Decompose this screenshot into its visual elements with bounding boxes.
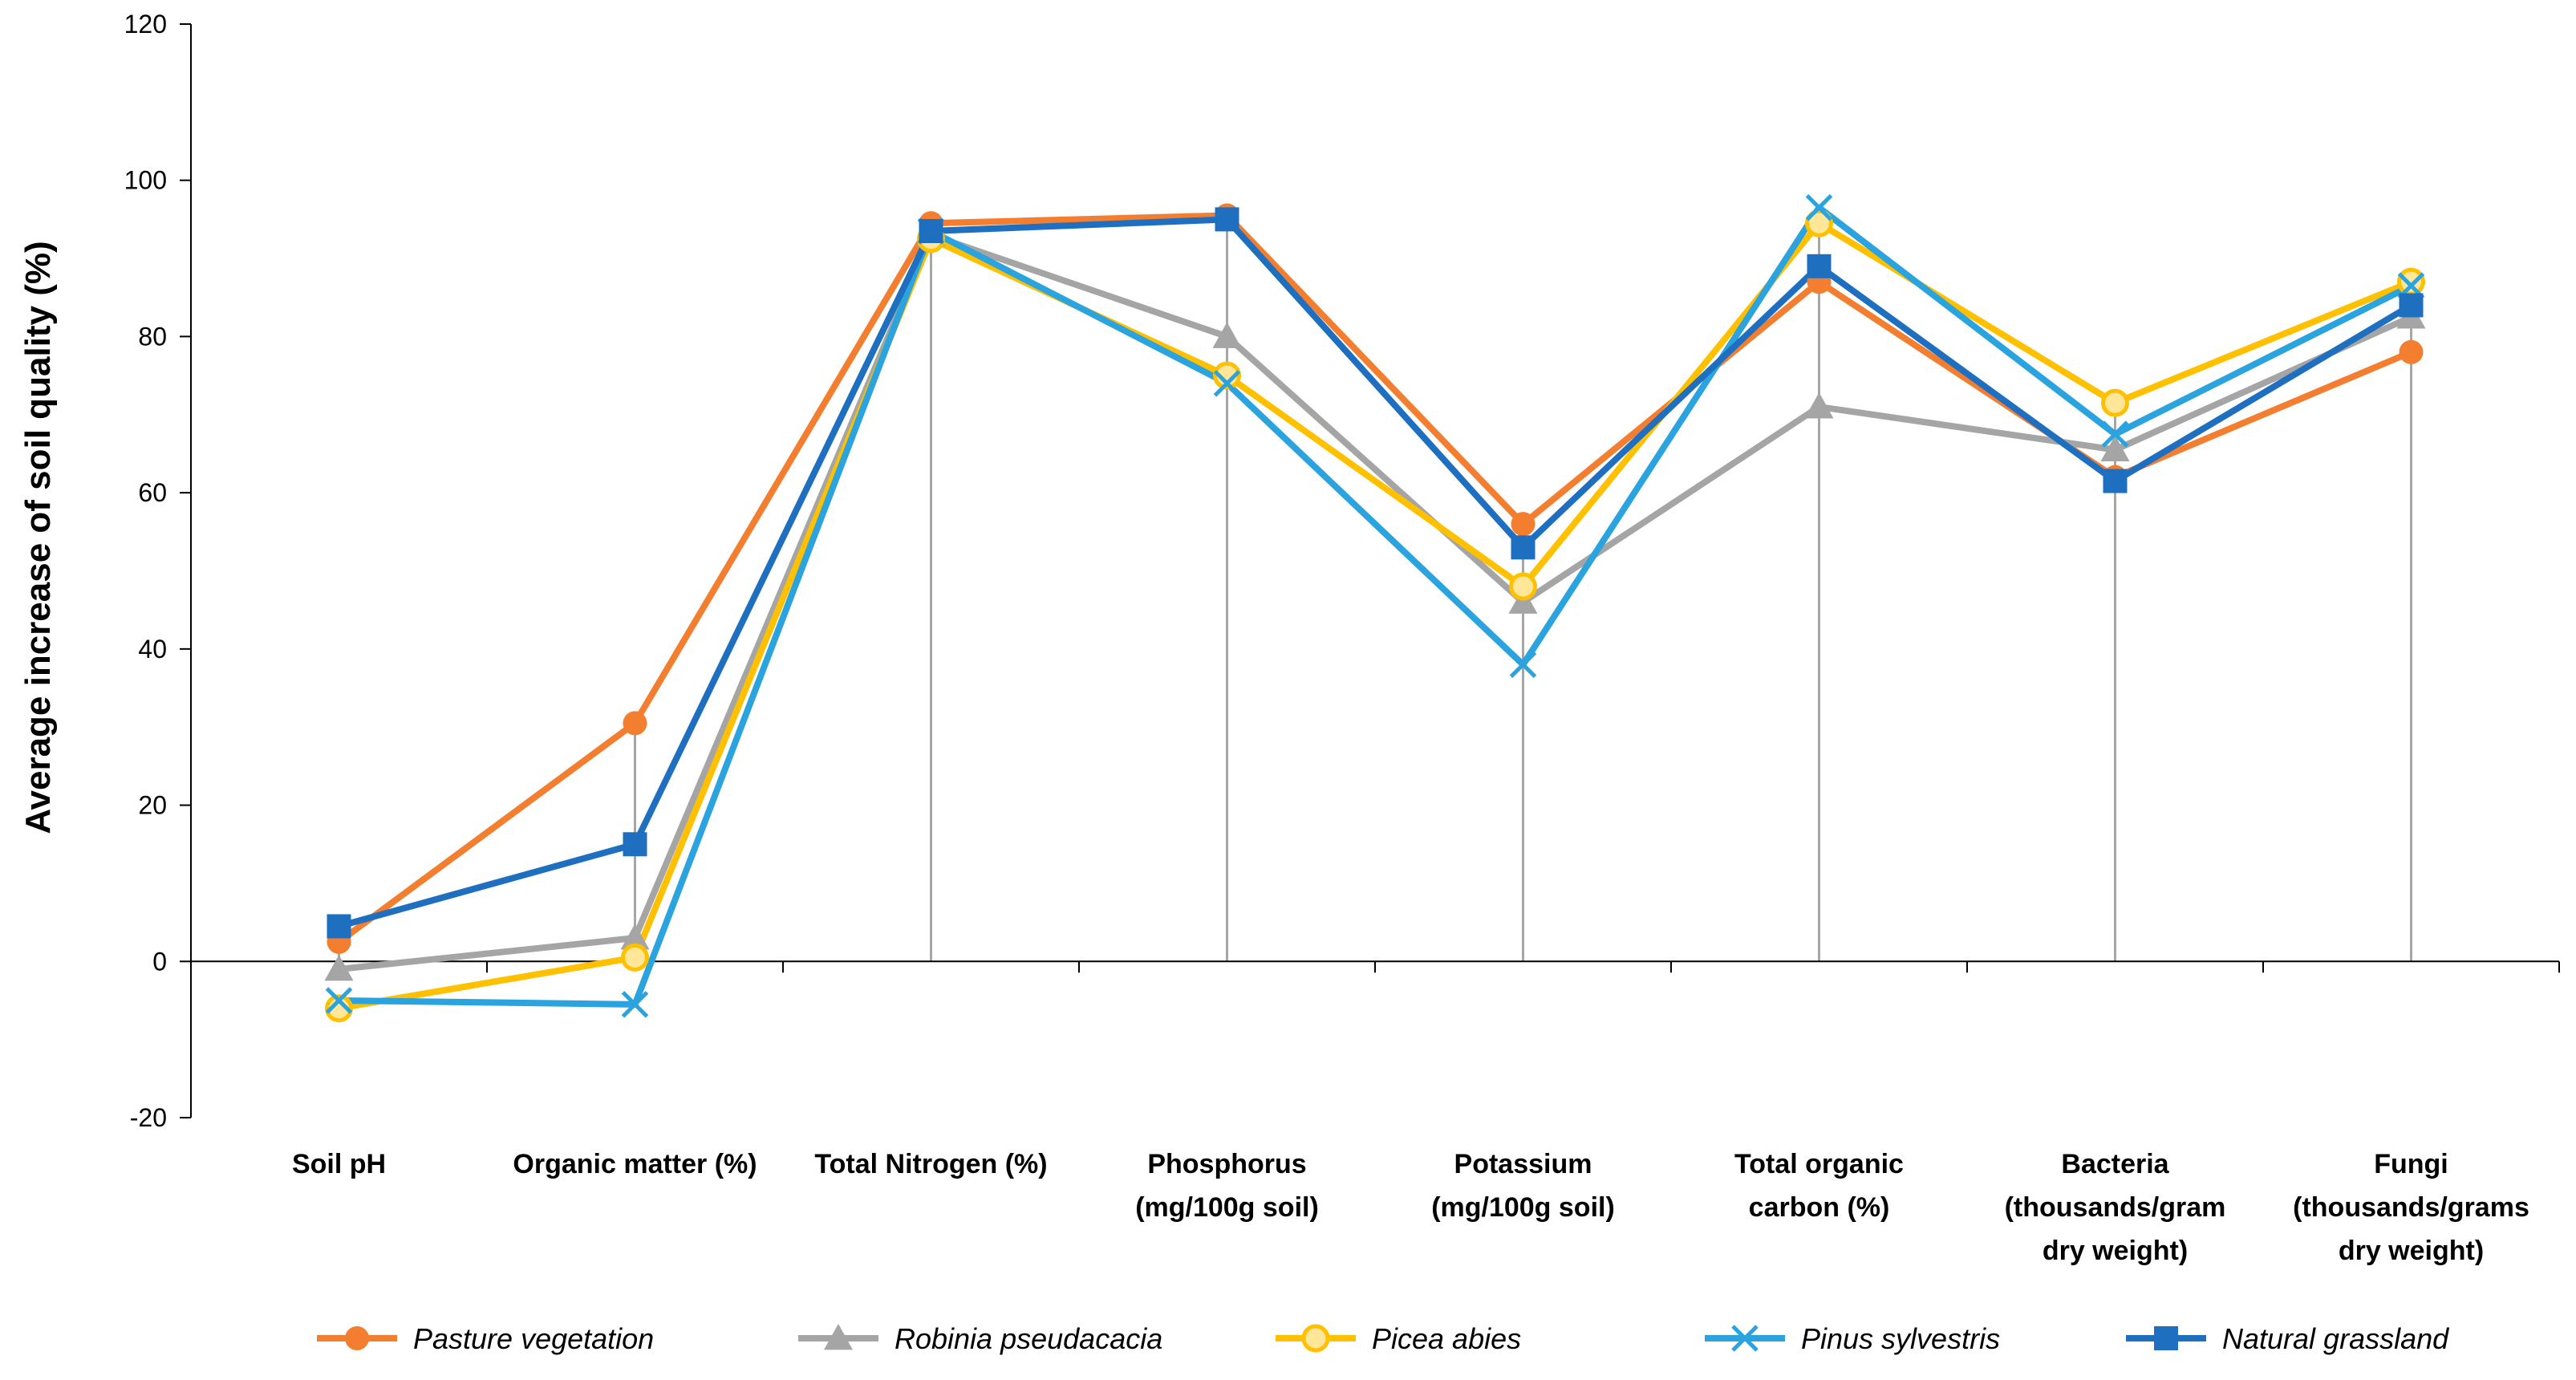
y-tick-labels: -20 0 20 40 60 80 100 120 <box>124 10 167 1132</box>
series-line <box>335 231 2415 973</box>
data-point <box>2399 293 2424 318</box>
data-point <box>621 943 649 972</box>
x-category-label: Total organic carbon (%) <box>1734 1149 1904 1223</box>
legend-item: Picea abies <box>1276 1322 1521 1355</box>
data-point <box>824 1324 853 1350</box>
data-point <box>1807 254 1832 278</box>
data-point <box>1508 587 1538 614</box>
series-layer <box>335 204 2415 1012</box>
x-category-label: Soil pH <box>292 1149 386 1179</box>
data-point <box>2154 1326 2178 1350</box>
legend-label: Robinia pseudacacia <box>895 1322 1162 1355</box>
data-point <box>325 994 353 1023</box>
series-line <box>335 216 2415 930</box>
legend-label: Picea abies <box>1372 1322 1521 1355</box>
data-point <box>919 218 943 243</box>
data-point <box>621 991 649 1018</box>
data-point <box>1301 1324 1330 1353</box>
legend-label: Pasture vegetation <box>413 1322 654 1355</box>
data-point <box>2397 267 2425 296</box>
axes <box>180 23 2560 1118</box>
data-point <box>1509 651 1537 679</box>
x-category-label: Organic matter (%) <box>513 1149 757 1179</box>
data-point <box>1511 512 1535 537</box>
y-tick-label: -20 <box>130 1103 167 1132</box>
data-point <box>1509 572 1537 601</box>
data-point <box>1213 370 1241 397</box>
data-point <box>1212 322 1242 348</box>
data-point <box>2103 469 2128 493</box>
data-point <box>623 832 647 857</box>
marker-layer <box>324 194 2426 1023</box>
x-category-labels: Soil pH Organic matter (%) Total Nitrogen … <box>292 1149 2529 1266</box>
data-point <box>2100 435 2130 461</box>
x-category-label: Potassium (mg/100g soil) <box>1431 1149 1615 1223</box>
drop-lines <box>338 207 2412 962</box>
data-point <box>327 914 351 939</box>
y-tick-label: 120 <box>124 10 167 39</box>
data-point <box>1804 392 1834 419</box>
legend-label: Natural grassland <box>2222 1322 2449 1355</box>
data-point <box>1805 194 1833 221</box>
series-line <box>335 220 2415 1012</box>
legend: Pasture vegetation Robinia pseudacacia Pic… <box>317 1322 2449 1355</box>
y-axis-title: Average increase of soil quality (%) <box>18 241 58 834</box>
data-point <box>1731 1325 1759 1352</box>
data-point <box>2101 388 2129 417</box>
data-point <box>620 923 650 950</box>
x-category-label: Bacteria (thousands/gram dry weight) <box>2005 1149 2226 1266</box>
series-line <box>335 212 2415 945</box>
legend-item: Pinus sylvestris <box>1705 1322 2000 1355</box>
data-point <box>2399 339 2424 364</box>
data-point <box>325 987 353 1014</box>
data-point <box>324 955 354 981</box>
series-line <box>335 204 2415 1008</box>
data-point <box>1805 209 1833 237</box>
y-tick-label: 100 <box>124 166 167 195</box>
x-category-label: Total Nitrogen (%) <box>814 1149 1047 1179</box>
y-tick-label: 0 <box>152 947 167 976</box>
data-point <box>1215 207 1239 232</box>
legend-item: Robinia pseudacacia <box>798 1322 1162 1355</box>
data-point <box>1511 535 1535 560</box>
y-tick-label: 20 <box>138 791 167 820</box>
y-tick-label: 40 <box>138 635 167 664</box>
legend-item: Natural grassland <box>2126 1322 2449 1355</box>
legend-item: Pasture vegetation <box>317 1322 654 1355</box>
data-point <box>345 1326 369 1350</box>
data-point <box>623 711 647 736</box>
x-category-label: Fungi (thousands/grams dry weight) <box>2293 1149 2529 1266</box>
data-point <box>2101 420 2129 448</box>
y-tick-label: 60 <box>138 478 167 507</box>
x-category-label: Phosphorus (mg/100g soil) <box>1135 1149 1319 1223</box>
data-point <box>1213 361 1241 390</box>
legend-label: Pinus sylvestris <box>1801 1322 2000 1355</box>
y-tick-label: 80 <box>138 322 167 351</box>
